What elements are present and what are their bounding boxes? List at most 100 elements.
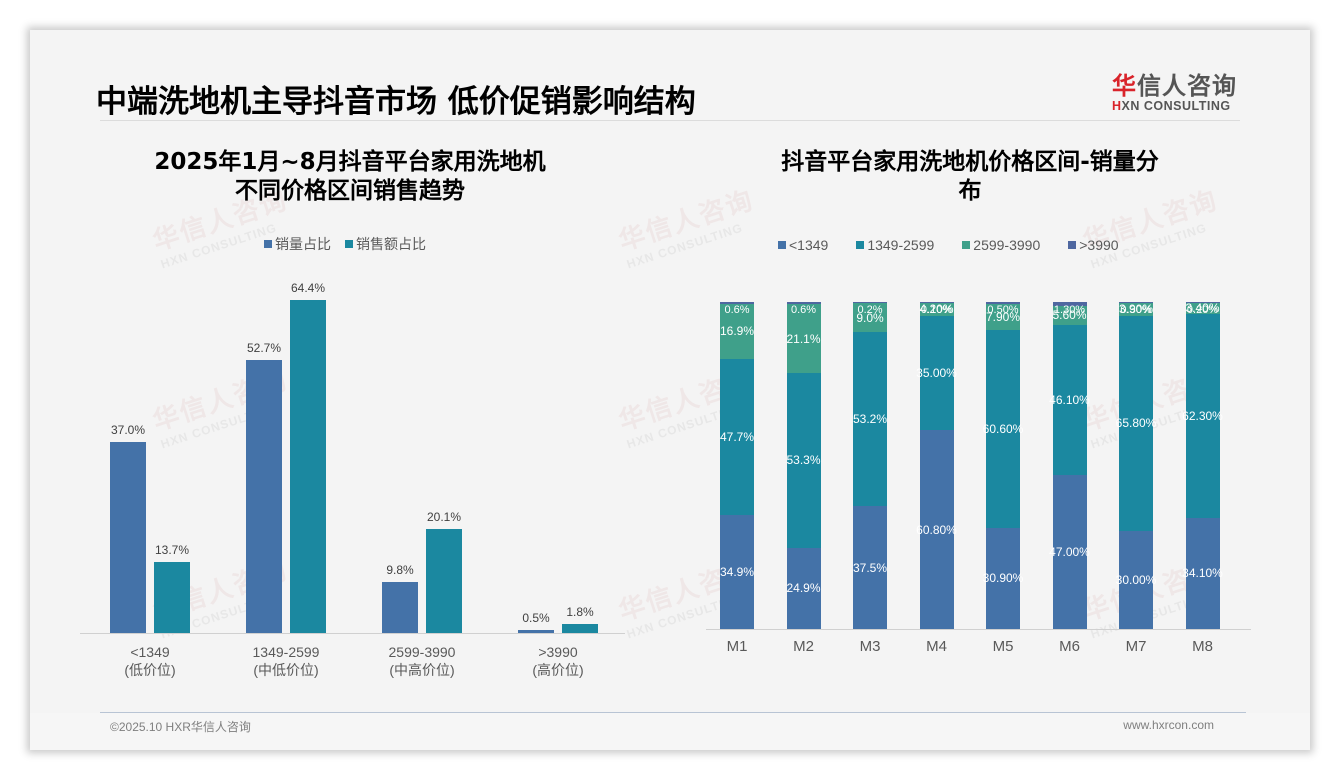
category-label: >3990 (高价位) — [498, 643, 618, 679]
bar-segment: 62.30% — [1182, 313, 1223, 518]
footer-band — [30, 713, 1310, 750]
bar-segment: 16.9% — [719, 303, 755, 359]
footer-divider — [100, 712, 1246, 713]
stacked-bar: 30.00% 65.80% 3.90% 0.30% — [1116, 302, 1156, 629]
legend-label: <1349 — [789, 237, 829, 253]
bar-value-label: 0.5% — [522, 611, 550, 626]
legend-swatch-icon — [856, 241, 865, 249]
month-label: M4 — [926, 638, 947, 655]
bar — [154, 562, 190, 633]
stacked-bar: 37.5% 53.2% 9.0% 0.2% — [853, 302, 887, 629]
legend-swatch-icon — [1068, 241, 1077, 249]
category-name: 1349-2599 — [252, 644, 320, 660]
bar-segment: 30.00% — [1116, 530, 1156, 629]
title-divider — [100, 120, 1240, 121]
stacked-bar: 47.00% 46.10% 5.60% 1.30% — [1049, 302, 1090, 629]
legend-item: 2599-3990 — [962, 237, 1040, 253]
category-name: 2599-3990 — [388, 644, 456, 660]
segment-value-label: 0.20% — [1186, 304, 1219, 317]
bar — [290, 300, 326, 633]
bar-segment: 46.10% — [1049, 324, 1090, 476]
legend-item: 销量占比 — [264, 234, 331, 254]
right-chart-title: 抖音平台家用洗地机价格区间-销量分 布 — [781, 149, 1159, 204]
legend-label: 1349-2599 — [867, 237, 935, 253]
segment-value-label: 60.80% — [916, 522, 957, 537]
category-label: 2599-3990 (中高价位) — [362, 643, 482, 679]
legend-swatch-icon — [778, 241, 786, 249]
segment-value-label: 16.9% — [719, 324, 755, 339]
left-x-axis — [80, 633, 625, 634]
legend-label: 2599-3990 — [973, 237, 1041, 253]
stacked-bar: 30.90% 60.60% 7.90% 0.50% — [983, 302, 1023, 629]
month-label: M6 — [1059, 638, 1080, 655]
company-logo: 华信人咨询 HXN CONSULTING — [1112, 66, 1237, 113]
bar-segment: 1.30% — [1052, 302, 1087, 316]
segment-value-label: 46.10% — [1049, 392, 1090, 407]
bar-segment: 34.9% — [719, 514, 755, 629]
segment-value-label: 3.40% — [1185, 301, 1220, 316]
logo-cn: 华信人咨询 — [1112, 72, 1237, 100]
bar-segment: 53.2% — [852, 332, 888, 507]
legend-label: 销售额占比 — [356, 236, 426, 252]
segment-value-label: 34.9% — [719, 564, 755, 579]
left-chart-title: 2025年1月~8月抖音平台家用洗地机 不同价格区间销售趋势 — [154, 149, 546, 204]
bar-segment: 0.50% — [986, 302, 1020, 316]
month-label: M5 — [992, 638, 1014, 655]
bar-segment: 0.20% — [1185, 302, 1220, 316]
bar-segment: 53.3% — [786, 373, 821, 548]
bar-segment: 0.30% — [1119, 302, 1153, 316]
bar-value-label: 9.8% — [386, 563, 414, 578]
legend-label: 销量占比 — [275, 236, 331, 252]
category-sublabel: (高价位) — [532, 662, 584, 678]
right-chart-legend: <1349 1349-2599 2599-3990 >3990 — [778, 237, 1119, 253]
footer-website: www.hxrcon.com — [1123, 718, 1214, 732]
bar-segment: 47.00% — [1049, 475, 1090, 629]
segment-value-label: 53.2% — [852, 412, 888, 427]
bar-segment: 9.0% — [853, 303, 887, 333]
segment-value-label: 34.10% — [1182, 566, 1223, 581]
bar-segment: 34.10% — [1182, 517, 1223, 629]
segment-value-label: 0.10% — [920, 303, 953, 316]
category-label: 1349-2599 (中低价位) — [226, 643, 346, 679]
segment-value-label: 0.6% — [790, 304, 817, 317]
segment-value-label: 1.30% — [1053, 304, 1086, 317]
segment-value-label: 47.7% — [719, 429, 755, 444]
watermark-en: HXN CONSULTING — [624, 220, 745, 272]
category-name: <1349 — [130, 644, 170, 660]
month-label: M7 — [1125, 638, 1147, 655]
legend-swatch-icon — [345, 240, 353, 248]
bar-value-label: 13.7% — [154, 543, 190, 558]
bar-segment: 0.6% — [720, 301, 754, 316]
stacked-bar: 34.10% 62.30% 3.40% 0.20% — [1182, 301, 1223, 629]
left-chart-legend: 销量占比 销售额占比 — [264, 234, 426, 254]
segment-value-label: 7.90% — [985, 309, 1021, 324]
segment-value-label: 65.80% — [1115, 416, 1157, 431]
right-x-axis — [706, 629, 1251, 630]
bar-segment: 60.60% — [983, 329, 1023, 528]
month-label: M3 — [859, 638, 881, 655]
segment-value-label: 0.30% — [1120, 304, 1152, 317]
bar — [562, 623, 598, 633]
logo-en: HXN CONSULTING — [1112, 99, 1231, 113]
legend-item: 销售额占比 — [345, 234, 426, 254]
segment-value-label: 60.60% — [982, 421, 1024, 436]
bar-segment: 3.40% — [1185, 301, 1220, 316]
bar-value-label: 37.0% — [110, 422, 146, 437]
segment-value-label: 24.9% — [786, 581, 821, 596]
bar-value-label: 1.8% — [566, 604, 594, 619]
bar-segment: 65.80% — [1116, 315, 1156, 531]
bar-segment: 5.60% — [1052, 306, 1087, 325]
bar-value-label: 52.7% — [246, 341, 282, 356]
bar-segment: 30.90% — [983, 527, 1023, 629]
segment-value-label: 3.90% — [1118, 302, 1154, 317]
segment-value-label: 47.00% — [1049, 545, 1090, 560]
legend-item: 1349-2599 — [856, 237, 934, 253]
footer-copyright: ©2025.10 HXR华信人咨询 — [110, 720, 251, 734]
stacked-bar: 34.9% 47.7% 16.9% 0.6% — [719, 301, 755, 629]
bar-segment: 21.1% — [786, 304, 821, 374]
legend-item: >3990 — [1068, 237, 1119, 253]
bar — [426, 529, 462, 633]
segment-value-label: 5.60% — [1052, 308, 1087, 323]
segment-value-label: 62.30% — [1182, 408, 1223, 423]
category-label: <1349 (低价位) — [90, 643, 210, 679]
